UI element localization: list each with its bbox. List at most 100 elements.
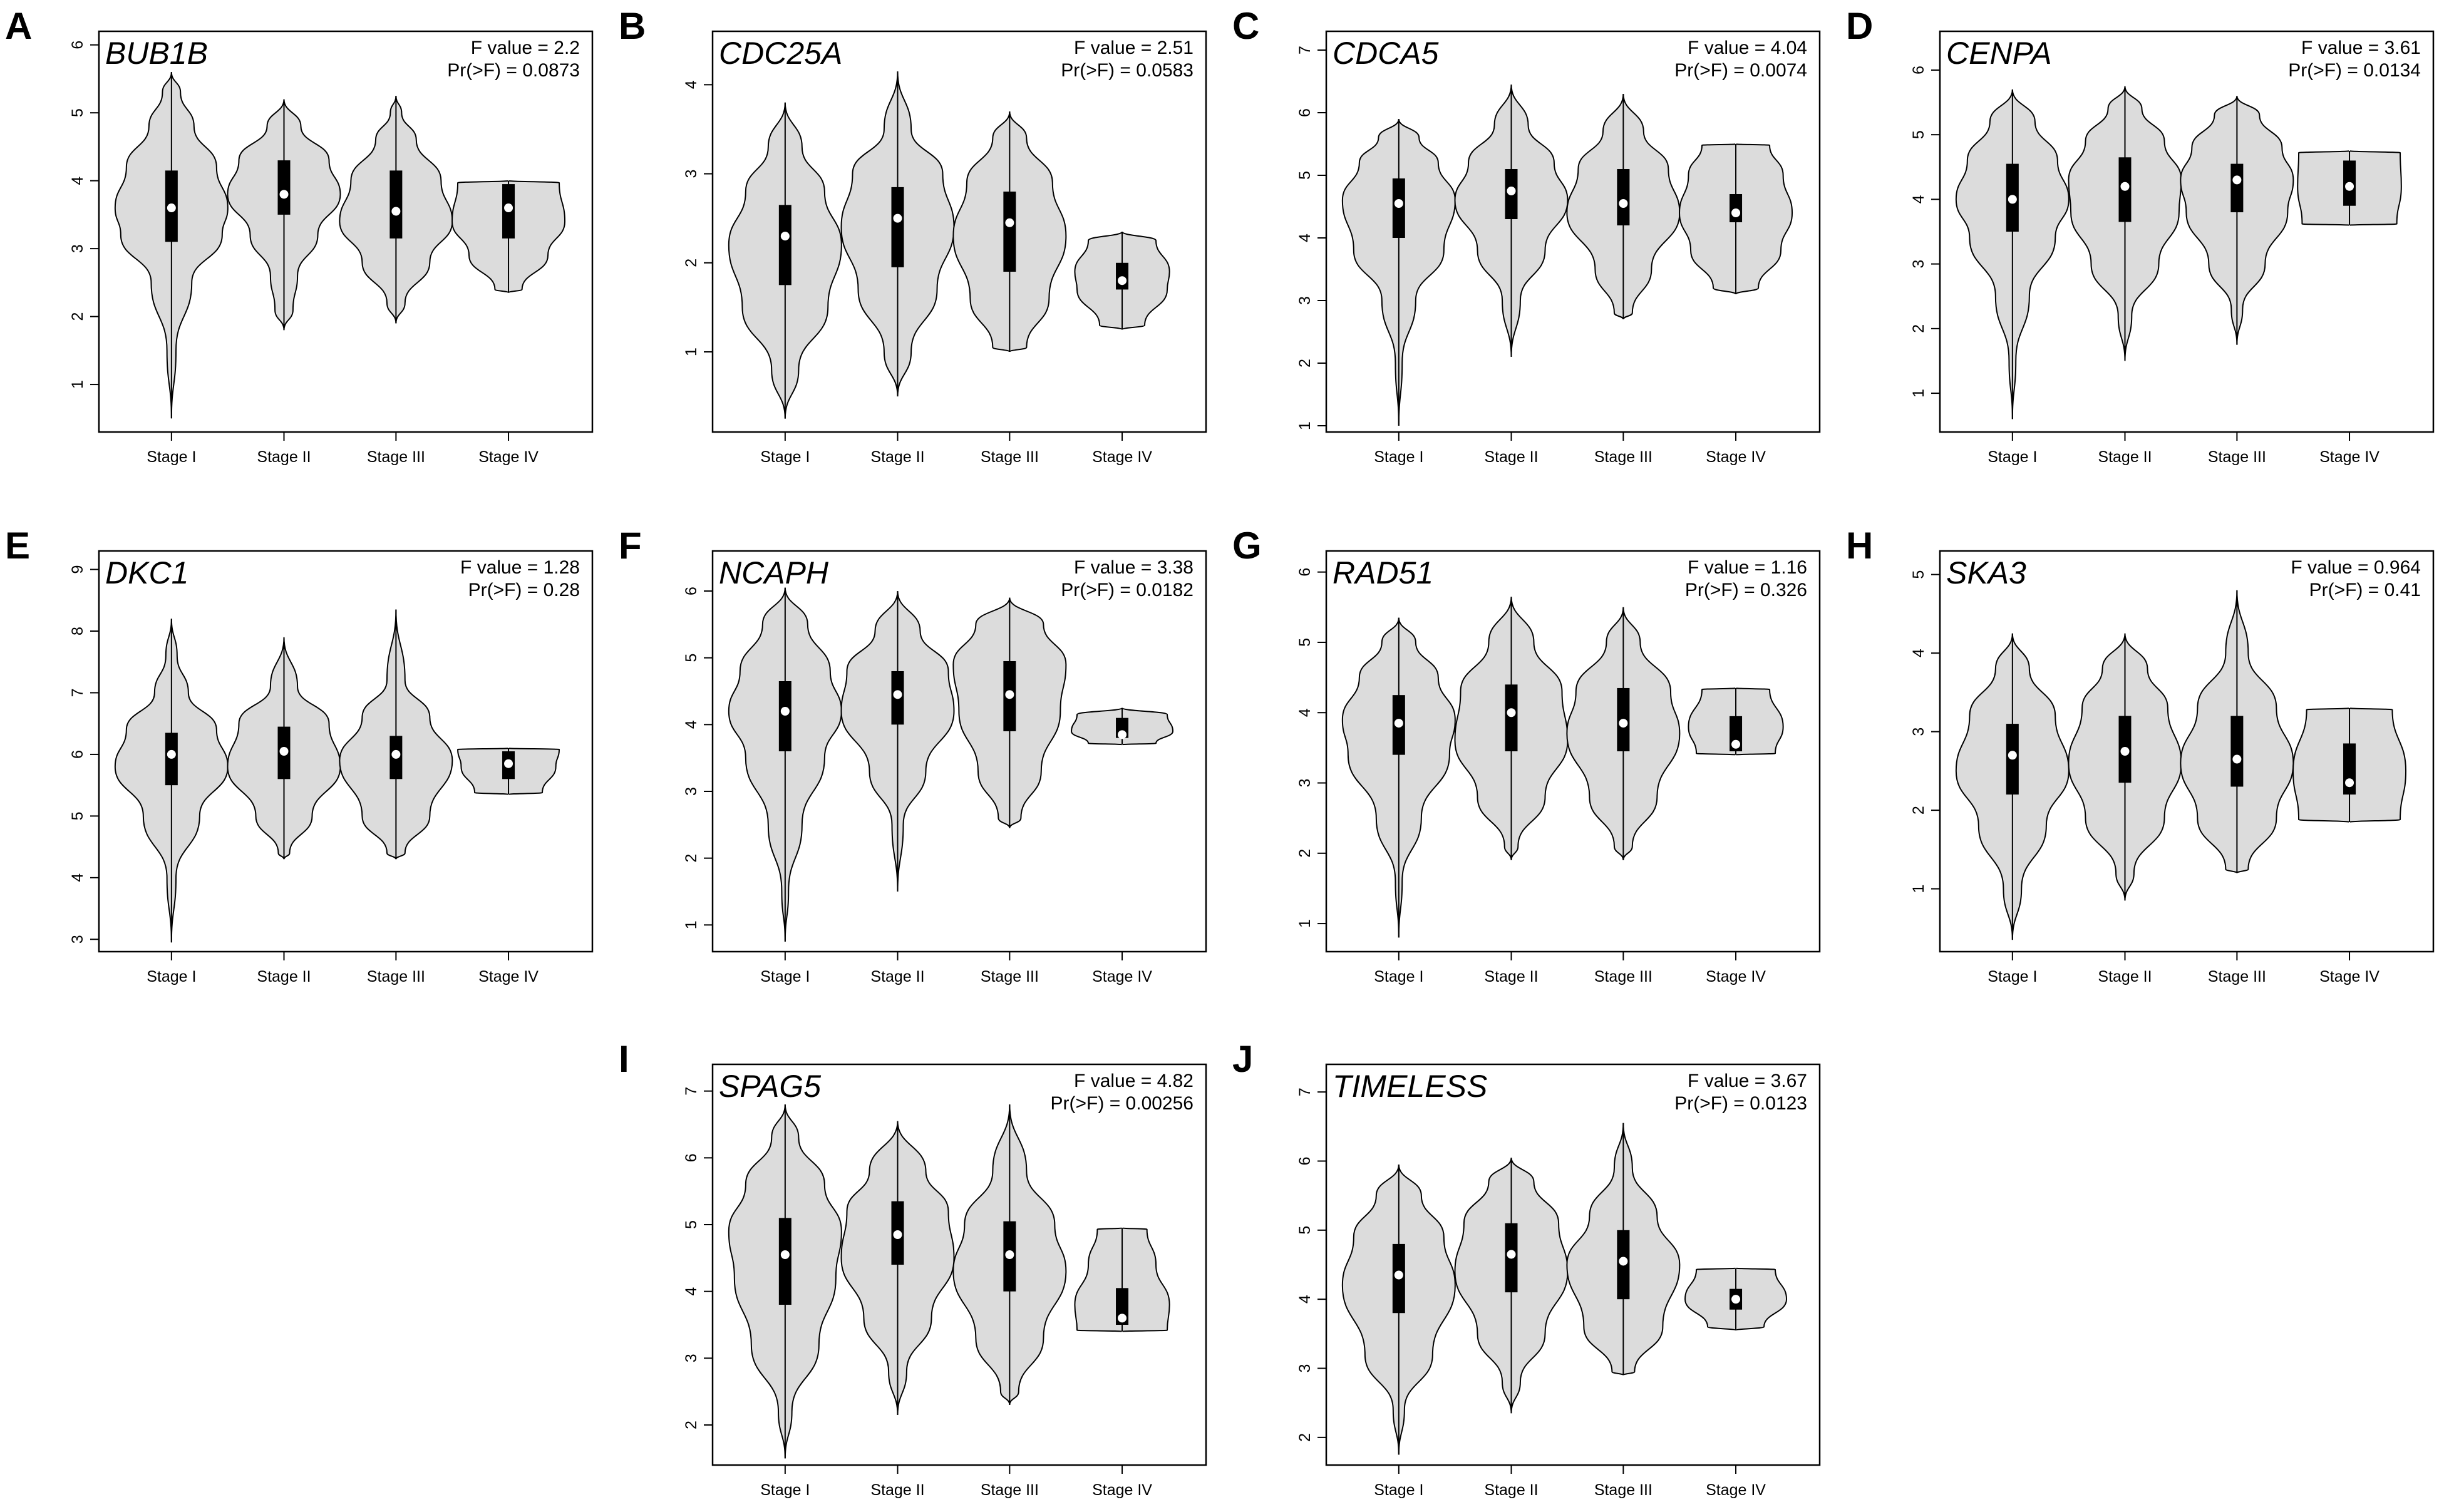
f-value-label: F value = 4.82 [1074, 1071, 1194, 1091]
y-tick-label: 2 [1296, 359, 1314, 368]
x-tick-label: Stage III [1594, 968, 1652, 985]
gene-title: CENPA [1946, 36, 2052, 71]
x-tick-label: Stage III [2208, 448, 2266, 466]
y-tick-label: 5 [1296, 1226, 1314, 1235]
y-tick-label: 1 [69, 380, 86, 389]
violin-iqr-box [778, 205, 791, 285]
x-tick-label: Stage III [1594, 448, 1652, 466]
y-tick-label: 7 [1296, 1088, 1314, 1096]
violin-median [1005, 1250, 1014, 1259]
y-tick-label: 5 [683, 1220, 700, 1229]
y-tick-label: 5 [683, 654, 700, 662]
violin-median [1619, 719, 1628, 728]
panel-letter: H [1846, 525, 1873, 567]
x-tick-label: Stage III [367, 448, 425, 466]
plot-frame [1939, 550, 2435, 953]
y-tick-label: 4 [69, 177, 86, 185]
violin-median [780, 707, 790, 716]
violin-median [893, 1230, 902, 1239]
x-tick-label: Stage IV [478, 448, 539, 466]
x-tick-label: Stage II [870, 448, 924, 466]
x-tick-label: Stage II [2098, 968, 2152, 985]
y-tick-label: 6 [683, 1153, 700, 1162]
y-tick-label: 2 [683, 259, 700, 267]
y-tick-label: 4 [1296, 708, 1314, 717]
y-tick-label: 3 [683, 787, 700, 796]
violin-median [780, 1250, 790, 1259]
y-tick-label: 2 [1910, 324, 1927, 333]
violin-iqr-box [778, 1218, 791, 1305]
gene-title: TIMELESS [1333, 1069, 1487, 1104]
panel-letter: C [1232, 5, 1259, 47]
violin-median [1118, 276, 1127, 285]
y-tick-label: 6 [1296, 1157, 1314, 1166]
panel-letter: E [5, 525, 30, 567]
y-tick-label: 3 [1910, 260, 1927, 269]
y-tick-label: 3 [683, 170, 700, 178]
y-tick-label: 6 [683, 587, 700, 595]
y-tick-label: 3 [1296, 296, 1314, 305]
x-tick-label: Stage IV [2319, 448, 2379, 466]
violin-iqr-box [1392, 178, 1405, 238]
violin-median [780, 232, 790, 241]
y-tick-label: 5 [1296, 171, 1314, 180]
x-tick-label: Stage I [1374, 1481, 1423, 1499]
f-value-label: F value = 1.16 [1688, 557, 1807, 578]
violin-median [1507, 1250, 1516, 1259]
y-tick-label: 3 [69, 244, 86, 253]
y-tick-label: 5 [1910, 130, 1927, 139]
panel-letter: J [1232, 1038, 1253, 1080]
y-tick-label: 6 [1296, 568, 1314, 577]
violin-median [1619, 199, 1628, 208]
x-tick-label: Stage I [760, 448, 810, 466]
violin-median [1731, 739, 1741, 749]
violin-median [2345, 778, 2354, 788]
x-tick-label: Stage II [870, 968, 924, 985]
y-tick-label: 4 [1910, 649, 1927, 657]
x-tick-label: Stage IV [478, 968, 539, 985]
plot-frame [1939, 30, 2435, 433]
f-value-label: F value = 3.61 [2301, 38, 2421, 58]
x-tick-label: Stage III [367, 968, 425, 985]
x-tick-label: Stage III [2208, 968, 2266, 985]
p-value-label: Pr(>F) = 0.326 [1685, 580, 1807, 600]
y-tick-label: 7 [683, 1087, 700, 1096]
x-tick-label: Stage I [1374, 968, 1423, 985]
x-tick-label: Stage IV [1092, 448, 1152, 466]
violin-median [391, 207, 401, 216]
plot-frame [1325, 550, 1821, 953]
violin-median [1507, 187, 1516, 195]
y-tick-label: 5 [1296, 638, 1314, 647]
x-tick-label: Stage III [1594, 1481, 1652, 1499]
x-tick-label: Stage I [147, 968, 196, 985]
x-tick-label: Stage II [1484, 1481, 1538, 1499]
y-tick-label: 6 [69, 750, 86, 759]
violin-median [504, 203, 513, 213]
panel-letter: A [5, 5, 32, 47]
f-value-label: F value = 3.67 [1688, 1071, 1807, 1091]
y-tick-label: 1 [683, 920, 700, 929]
f-value-label: F value = 1.28 [460, 557, 580, 578]
violin-median [893, 690, 902, 699]
y-tick-label: 1 [1296, 421, 1314, 430]
y-tick-label: 4 [1296, 234, 1314, 242]
gene-title: RAD51 [1333, 555, 1433, 590]
x-tick-label: Stage I [1988, 968, 2037, 985]
y-tick-label: 1 [683, 347, 700, 356]
p-value-label: Pr(>F) = 0.41 [2309, 580, 2421, 600]
y-tick-label: 1 [1910, 389, 1927, 398]
p-value-label: Pr(>F) = 0.0134 [2288, 60, 2421, 81]
violin-median [1394, 199, 1403, 208]
violin-median [504, 759, 513, 768]
x-tick-label: Stage II [257, 968, 311, 985]
plot-frame [98, 30, 594, 433]
y-tick-label: 4 [683, 1287, 700, 1296]
violin-median [893, 213, 902, 223]
